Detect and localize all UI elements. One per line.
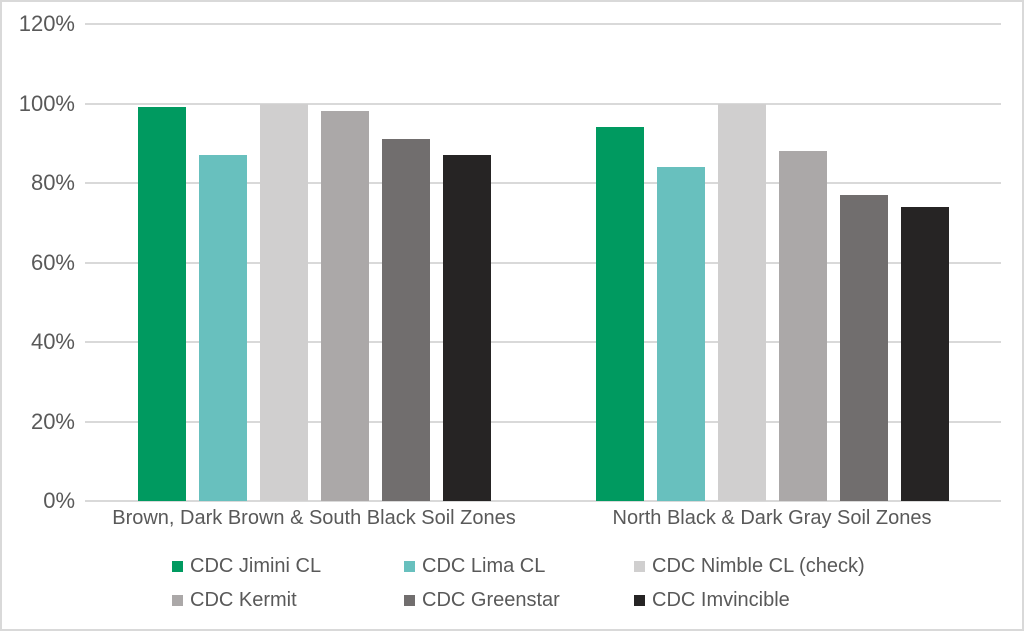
legend-marker-swatch <box>634 561 645 572</box>
legend: CDC Jimini CL CDC Lima CL CDC Nimble CL (c… <box>172 555 865 612</box>
gridline-120 <box>85 23 1001 25</box>
y-tick-label-120: 120% <box>18 11 75 36</box>
gridline-40 <box>85 341 1001 344</box>
bar-group-2 <box>543 24 1001 501</box>
gridline-0 <box>85 500 1001 502</box>
legend-marker-swatch <box>404 561 415 572</box>
bar <box>778 151 827 501</box>
bar <box>595 127 644 501</box>
x-axis-labels: Brown, Dark Brown & South Black Soil Zon… <box>85 507 1001 530</box>
legend-marker-swatch <box>404 595 415 606</box>
bar <box>198 155 247 501</box>
bar <box>717 103 766 501</box>
gridline-60 <box>85 261 1001 264</box>
gridline-20 <box>85 420 1001 423</box>
y-tick-label-20: 20% <box>30 408 75 434</box>
legend-item: CDC Greenstar <box>404 589 634 612</box>
legend-item-label: CDC Imvincible <box>652 589 790 611</box>
legend-marker-swatch <box>172 561 183 572</box>
gridline-100 <box>85 102 1001 105</box>
y-tick-label-60: 60% <box>30 249 75 275</box>
bars-layer <box>85 24 1001 501</box>
bar <box>442 155 491 501</box>
y-tick-label-40: 40% <box>30 329 75 355</box>
legend-marker-swatch <box>634 595 645 606</box>
category-label: Brown, Dark Brown & South Black Soil Zon… <box>112 507 516 529</box>
legend-item: CDC Lima CL <box>404 555 634 578</box>
y-tick-label-80: 80% <box>30 170 75 196</box>
gridline-80 <box>85 182 1001 185</box>
bar-group-1 <box>85 24 543 501</box>
bar <box>900 206 949 501</box>
legend-item: CDC Kermit <box>172 589 404 612</box>
legend-marker-swatch <box>172 595 183 606</box>
legend-item: CDC Jimini CL <box>172 555 404 578</box>
y-tick-label-100: 100% <box>18 90 75 116</box>
legend-item-label: CDC Greenstar <box>422 589 560 611</box>
legend-item-label: CDC Nimble CL (check) <box>652 555 865 577</box>
y-tick-label-0: 0% <box>43 488 75 513</box>
bar <box>656 167 705 501</box>
bar <box>839 194 888 501</box>
bar <box>259 103 308 501</box>
legend-item: CDC Nimble CL (check) <box>634 555 865 578</box>
legend-item: CDC Imvincible <box>634 589 865 612</box>
legend-item-label: CDC Lima CL <box>422 555 546 577</box>
legend-item-label: CDC Kermit <box>190 589 297 611</box>
legend-item-label: CDC Jimini CL <box>190 555 322 577</box>
bar <box>381 139 430 501</box>
bar <box>320 111 369 501</box>
bar <box>137 107 186 501</box>
plot-area: 0% 20% 40% 60% 80% 100% 120% <box>19 13 1001 512</box>
category-label: North Black & Dark Gray Soil Zones <box>612 507 932 529</box>
